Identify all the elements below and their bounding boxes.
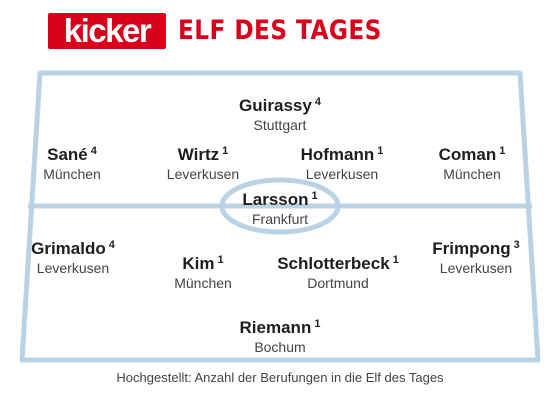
club-name: Bochum <box>254 339 306 355</box>
pitch-outline <box>19 70 541 363</box>
player-name: Grimaldo <box>31 239 106 258</box>
player-larsson: Larsson 1 Frankfurt <box>210 186 350 228</box>
player-frimpong: Frimpong 3 Leverkusen <box>411 235 541 277</box>
player-guirassy: Guirassy 4 Stuttgart <box>200 92 360 134</box>
header: kicker ELF DES TAGES <box>0 0 560 66</box>
selection-count: 1 <box>392 254 399 266</box>
selection-count: 1 <box>311 190 318 202</box>
footnote: Hochgestellt: Anzahl der Berufungen in d… <box>116 370 444 385</box>
club-name: Leverkusen <box>166 166 240 182</box>
selection-count: 1 <box>314 318 321 330</box>
player-name: Larsson <box>242 190 309 209</box>
player-kim: Kim 1 München <box>143 250 263 292</box>
selection-count: 4 <box>108 239 115 251</box>
player-hofmann: Hofmann 1 Leverkusen <box>277 141 407 183</box>
player-coman: Coman 1 München <box>412 141 532 183</box>
selection-count: 1 <box>499 145 506 157</box>
club-name: Leverkusen <box>305 166 379 182</box>
selection-count: 1 <box>377 145 384 157</box>
club-name: Dortmund <box>307 275 369 291</box>
player-name: Coman <box>438 145 497 164</box>
center-circle <box>219 177 341 235</box>
page-title: ELF DES TAGES <box>178 15 382 46</box>
club-name: Leverkusen <box>439 260 513 276</box>
selection-count: 4 <box>314 96 321 108</box>
player-sane: Sané 4 München <box>12 141 132 183</box>
club-name: Leverkusen <box>36 260 110 276</box>
player-name: Wirtz <box>177 145 220 164</box>
club-name: Stuttgart <box>253 117 307 133</box>
kicker-logo: kicker <box>48 13 166 49</box>
player-name: Kim <box>182 254 215 273</box>
player-grimaldo: Grimaldo 4 Leverkusen <box>8 235 138 277</box>
club-name: Frankfurt <box>251 211 308 227</box>
player-name: Riemann <box>239 318 312 337</box>
player-name: Sané <box>47 145 88 164</box>
club-name: München <box>174 275 232 291</box>
player-wirtz: Wirtz 1 Leverkusen <box>143 141 263 183</box>
selection-count: 4 <box>90 145 97 157</box>
player-name: Hofmann <box>300 145 375 164</box>
selection-count: 1 <box>217 254 224 266</box>
player-name: Frimpong <box>432 239 511 258</box>
club-name: München <box>43 166 101 182</box>
player-schlotterbeck: Schlotterbeck 1 Dortmund <box>263 250 413 292</box>
player-name: Guirassy <box>239 96 312 115</box>
selection-count: 3 <box>513 239 520 251</box>
player-name: Schlotterbeck <box>277 254 390 273</box>
selection-count: 1 <box>222 145 229 157</box>
club-name: München <box>443 166 501 182</box>
player-riemann: Riemann 1 Bochum <box>205 314 355 356</box>
